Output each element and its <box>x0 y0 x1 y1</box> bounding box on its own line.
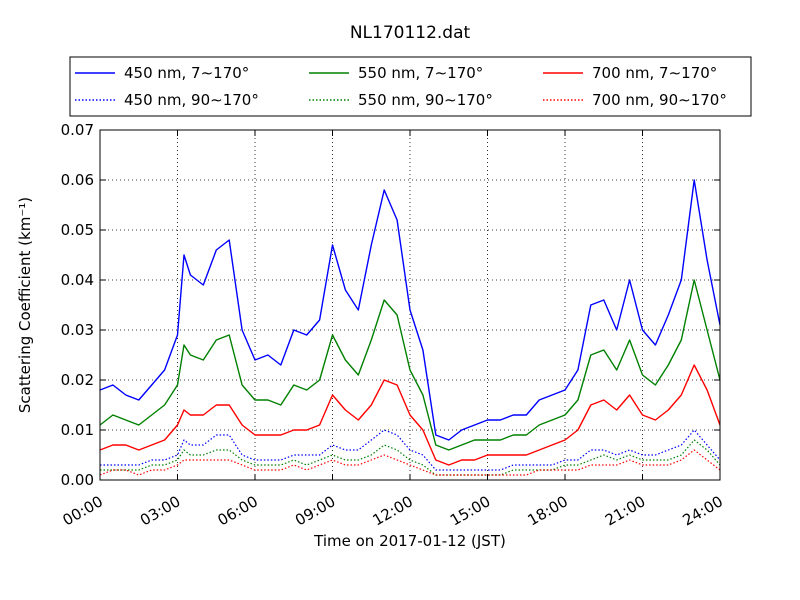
series-line-1 <box>99 279 721 451</box>
x-tick-label: 24:00 <box>680 492 726 529</box>
y-tick-label: 0.01 <box>61 421 94 439</box>
legend-label-5: 700 nm, 90∼170° <box>592 91 727 109</box>
legend-label-0: 450 nm, 7∼170° <box>124 64 249 82</box>
series-line-3 <box>100 429 721 471</box>
legend-box <box>69 56 752 117</box>
y-tick-label: 0.00 <box>61 471 94 489</box>
x-tick-label: 03:00 <box>137 492 183 529</box>
grid-lines <box>100 130 720 480</box>
y-axis-label: Scattering Coefficient (km⁻¹) <box>16 197 34 413</box>
legend: 450 nm, 7∼170° 550 nm, 7∼170° 700 nm, 7∼17… <box>69 56 752 117</box>
x-tick-label: 21:00 <box>602 492 648 529</box>
x-tick-label: 06:00 <box>215 492 261 529</box>
x-tick-label: 15:00 <box>447 492 493 529</box>
x-tick-label: 09:00 <box>292 492 338 529</box>
series-line-4 <box>100 439 721 476</box>
plot-area <box>99 179 721 476</box>
legend-label-3: 450 nm, 90∼170° <box>124 91 259 109</box>
y-tick-label: 0.05 <box>61 221 94 239</box>
y-tick-label: 0.06 <box>61 171 94 189</box>
x-tick-label: 18:00 <box>525 492 571 529</box>
x-tick-label: 00:00 <box>60 492 106 529</box>
y-tick-label: 0.07 <box>61 121 94 139</box>
series-line-0 <box>99 179 721 441</box>
y-tick-label: 0.03 <box>61 321 94 339</box>
series-line-5 <box>99 449 721 476</box>
series-line-2 <box>99 364 721 466</box>
y-tick-label: 0.02 <box>61 371 94 389</box>
legend-label-1: 550 nm, 7∼170° <box>358 64 483 82</box>
legend-label-2: 700 nm, 7∼170° <box>592 64 717 82</box>
axis-ticks: 00:00 03:00 06:00 09:00 12:00 15:00 18:00 21:00… <box>60 121 726 529</box>
x-axis-label: Time on 2017-01-12 (JST) <box>313 532 506 550</box>
y-tick-label: 0.04 <box>61 271 94 289</box>
x-tick-label: 12:00 <box>370 492 416 529</box>
legend-label-4: 550 nm, 90∼170° <box>358 91 493 109</box>
chart-title: NL170112.dat <box>350 23 471 43</box>
